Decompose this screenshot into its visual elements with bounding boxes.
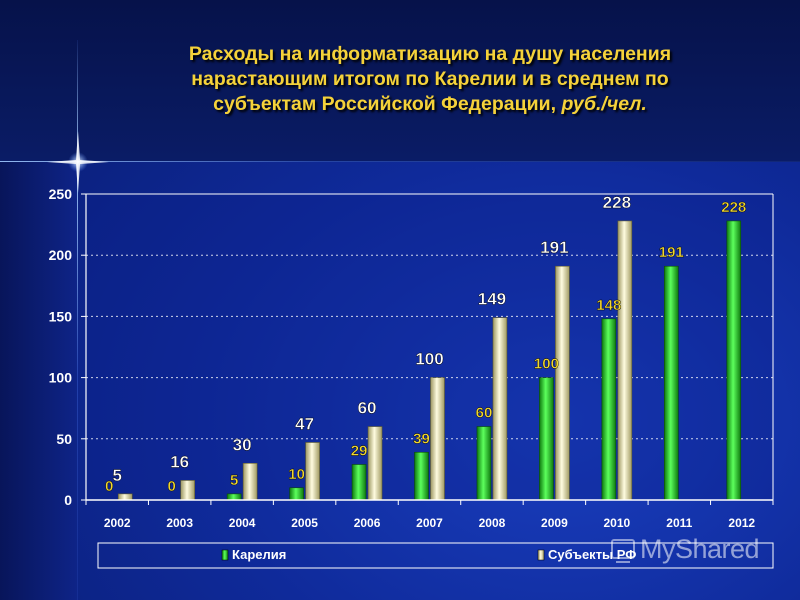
watermark-text: MyShared [640,534,760,564]
data-label-subjects: 30 [233,435,252,454]
x-tick-label: 2002 [104,516,131,530]
data-label-karelia: 0 [168,478,176,495]
x-axis: 2002 2003 2004 2005 2006 2007 2008 2009 2010 2011… [85,499,774,530]
title-line-1: Расходы на информатизацию на душу населе… [188,43,672,65]
plot-area [86,194,773,500]
title-line-3-text: субъектам Российской Федерации, [213,93,557,115]
data-label-karelia: 29 [351,443,368,460]
x-tick-label: 2006 [354,516,381,530]
bar-karelia [601,318,617,501]
chart-title: Расходы на информатизацию на душу населе… [110,42,750,117]
y-tick-label: 150 [49,308,73,324]
bar-subjects [242,462,258,501]
title-line-3: субъектам Российской Федерации, руб./чел… [110,92,750,117]
bar-subjects [430,377,445,501]
bar-subjects [367,426,383,501]
data-label-subjects: 5 [112,466,121,485]
data-label-subjects: 228 [603,193,631,212]
title-unit: руб./чел. [561,93,647,115]
legend-swatch-karelia [221,549,229,561]
data-label-karelia: 39 [413,430,430,447]
bar-subjects [305,442,320,501]
data-label-subjects: 60 [358,399,377,418]
bar-subjects [180,480,195,501]
legend-box [97,542,774,569]
x-tick-label: 2004 [229,516,256,530]
data-labels: 0501653010472960391006014910019114822819… [105,193,747,495]
data-label-karelia: 0 [105,478,113,495]
horizontal-glow-line [0,161,800,162]
bar-subjects [555,265,570,501]
sparkle-icon [47,131,109,193]
title-band [0,0,800,162]
y-tick-label: 250 [49,186,73,202]
data-label-subjects: 47 [295,414,314,433]
bar-subjects [117,493,133,501]
y-tick-label: 100 [49,370,73,386]
data-label-karelia: 191 [659,244,684,261]
data-label-karelia: 10 [288,466,305,483]
x-tick-label: 2008 [479,516,506,530]
data-label-subjects: 149 [478,290,506,309]
x-tick-label: 2005 [291,516,318,530]
x-tick-label: 2010 [604,516,631,530]
data-label-karelia: 5 [230,472,238,489]
data-label-karelia: 60 [476,405,493,422]
bar-karelia [476,426,492,501]
x-tick-label: 2011 [666,516,692,530]
x-tick-label: 2007 [416,516,443,530]
bar-karelia [664,265,679,501]
x-tick-label: 2012 [728,516,755,530]
data-label-subjects: 100 [415,350,443,369]
left-band [0,162,78,600]
x-tick-label: 2009 [541,516,568,530]
data-label-subjects: 16 [170,452,189,471]
y-tick-label: 200 [49,247,73,263]
legend-swatch-subjects [537,549,545,561]
bar-subjects [492,317,508,501]
y-tick-label: 0 [64,492,72,508]
bars [117,220,742,501]
bar-karelia [226,493,242,501]
bar-karelia [351,464,367,501]
legend: Карелия Субъекты РФ [97,542,774,569]
bar-subjects [617,220,633,501]
bar-karelia [289,487,304,501]
data-label-karelia: 228 [721,199,746,216]
data-label-karelia: 148 [596,297,621,314]
title-line-2: нарастающим итогом по Карелии и в средне… [191,68,669,90]
bar-karelia [726,220,742,501]
data-label-karelia: 100 [534,356,559,373]
legend-label-karelia: Карелия [232,547,286,562]
watermark-logo-icon [611,539,635,563]
y-tick-label: 50 [56,431,72,447]
data-label-subjects: 191 [540,238,568,257]
vertical-glow-line [77,40,78,600]
bar-karelia [414,451,429,501]
bar-karelia [539,377,554,501]
x-tick-label: 2003 [166,516,193,530]
